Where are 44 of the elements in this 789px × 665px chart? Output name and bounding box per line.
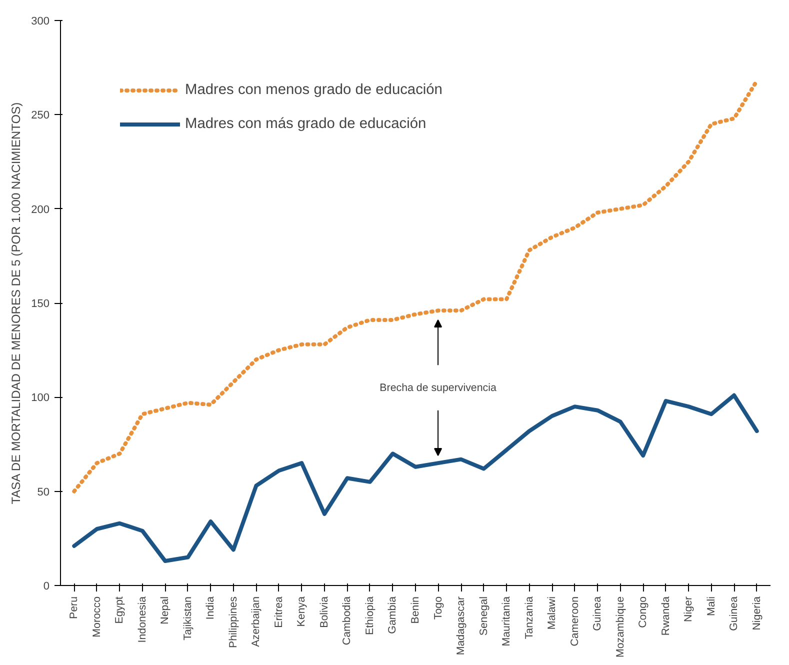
x-tick-label: Peru: [68, 596, 80, 620]
y-tick-label: 100: [31, 392, 50, 404]
y-tick-label: 50: [37, 486, 50, 498]
line-series: [72, 393, 759, 564]
x-tick-label: Ethiopia: [364, 596, 376, 636]
x-tick-label: Tajikistan: [182, 596, 194, 640]
x-tick-label: Azerbaijan: [250, 596, 262, 647]
legend-label: Madres con más grado de educación: [185, 116, 426, 132]
x-tick-label: Tanzania: [523, 596, 536, 640]
x-tick-label: Rwanda: [660, 596, 672, 636]
annotation: Brecha de supervivencia: [380, 382, 496, 394]
line-series: [72, 78, 759, 494]
x-tick-label: Mozambique: [614, 596, 626, 658]
x-tick-label: Gambia: [386, 596, 399, 634]
x-tick-label: India: [204, 596, 217, 620]
x-tick-label: Nigeria: [750, 596, 763, 630]
x-tick-label: Indonesia: [136, 596, 148, 643]
x-tick-label: Cambodia: [341, 596, 354, 646]
x-tick-label: Eritrea: [272, 596, 285, 628]
x-tick-label: Egypt: [114, 596, 126, 624]
x-tick-label: Guinea: [592, 596, 604, 631]
y-tick-label: 200: [31, 204, 50, 216]
x-tick-label: Malawi: [546, 596, 558, 630]
y-axis-title: TASA DE MORTALIDAD DE MENORES DE 5 (POR 1.000 NACIMIENTOS): [9, 102, 24, 504]
x-tick-label: Mali: [705, 596, 718, 616]
x-tick-label: Togo: [432, 596, 444, 620]
y-tick-label: 250: [31, 110, 50, 122]
x-tick-label: Kenya: [296, 596, 308, 627]
y-tick-label: 150: [31, 298, 50, 310]
y-tick-label: 0: [43, 580, 50, 592]
x-tick-label: Niger: [682, 596, 695, 622]
x-tick-label: Nepal: [159, 596, 172, 624]
x-tick-label: Madagascar: [455, 596, 468, 656]
x-tick-label: Benin: [410, 596, 422, 624]
y-tick-label: 300: [31, 16, 50, 28]
x-tick-label: Cameroon: [568, 596, 581, 646]
x-tick-label: Mauritania: [500, 596, 513, 646]
x-tick-label: Morocco: [90, 596, 103, 638]
legend-label: Madres con menos grado de educación: [185, 82, 442, 98]
x-tick-label: Bolivia: [318, 596, 330, 628]
x-tick-label: Senegal: [478, 596, 490, 636]
x-tick-label: Guinea: [728, 596, 740, 631]
x-tick-label: Philippines: [227, 596, 240, 648]
x-tick-label: Congo: [637, 596, 650, 628]
